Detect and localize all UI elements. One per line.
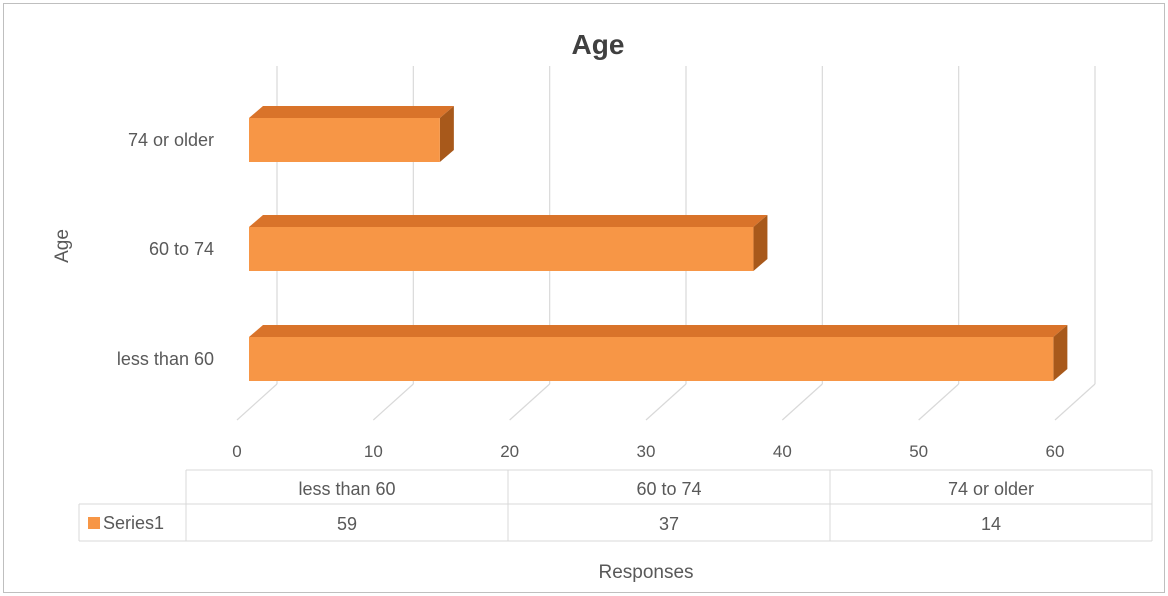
legend-key <box>88 517 100 529</box>
bar-60-to-74 <box>249 215 768 271</box>
table-value: 59 <box>337 514 357 534</box>
x-tick-label: 20 <box>500 442 519 461</box>
bar-side-face <box>439 106 454 162</box>
table-header: 74 or older <box>948 479 1034 499</box>
bar-less-than-60 <box>249 325 1068 381</box>
category-label: 60 to 74 <box>149 239 214 259</box>
bar-side-face <box>753 215 768 271</box>
floor-gridline <box>645 383 687 421</box>
floor-gridline <box>236 383 278 421</box>
floor-gridline <box>1054 383 1096 421</box>
x-tick-label: 40 <box>773 442 792 461</box>
floor-gridline <box>372 383 414 421</box>
table-header: 60 to 74 <box>636 479 701 499</box>
bar-front-face <box>249 118 440 162</box>
x-tick-labels: 0 10 20 30 40 50 60 <box>232 442 1064 461</box>
chart-title: Age <box>572 29 625 60</box>
bars <box>249 106 1068 381</box>
x-tick-label: 0 <box>232 442 241 461</box>
x-tick-label: 60 <box>1046 442 1065 461</box>
x-tick-label: 10 <box>364 442 383 461</box>
floor-gridline <box>918 383 960 421</box>
category-label: 74 or older <box>128 130 214 150</box>
bar-74-or-older <box>249 106 454 162</box>
bar-top-face <box>249 106 454 118</box>
floor-gridline <box>509 383 551 421</box>
chart-svg: Age Age Responses less than 60 60 to 74 74… <box>52 29 1153 583</box>
category-labels: less than 60 60 to 74 74 or older <box>117 130 214 369</box>
bar-front-face <box>249 337 1054 381</box>
data-table: less than 60 60 to 74 74 or older 59 37 14 Ser… <box>78 469 1153 542</box>
table-row-label: Series1 <box>103 513 164 533</box>
bar-top-face <box>249 325 1068 337</box>
chart-frame: Age Age Responses less than 60 60 to 74 74… <box>3 3 1165 593</box>
table-value: 37 <box>659 514 679 534</box>
x-tick-label: 50 <box>909 442 928 461</box>
x-tick-label: 30 <box>637 442 656 461</box>
bar-side-face <box>1053 325 1068 381</box>
bar-front-face <box>249 227 754 271</box>
table-header: less than 60 <box>298 479 395 499</box>
table-value: 14 <box>981 514 1001 534</box>
y-axis-title: Age <box>52 229 73 263</box>
x-axis-title: Responses <box>598 562 693 583</box>
floor-gridline <box>781 383 823 421</box>
bar-top-face <box>249 215 768 227</box>
category-label: less than 60 <box>117 349 214 369</box>
